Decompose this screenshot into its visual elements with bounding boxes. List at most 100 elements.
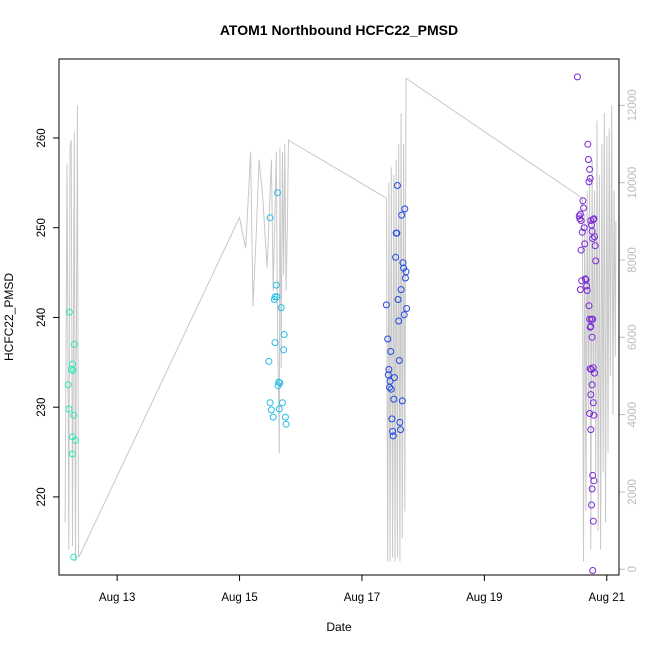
data-point bbox=[384, 335, 392, 343]
data-point bbox=[399, 259, 407, 267]
data-point bbox=[69, 366, 77, 374]
data-point bbox=[583, 287, 591, 294]
data-point bbox=[382, 301, 390, 309]
background-line-series bbox=[64, 77, 617, 562]
data-point bbox=[579, 197, 587, 205]
data-point bbox=[275, 378, 283, 386]
data-point bbox=[280, 346, 288, 354]
y2-tick-label: 6000 bbox=[627, 324, 639, 350]
data-point bbox=[395, 357, 403, 364]
data-point bbox=[403, 305, 411, 312]
data-point bbox=[592, 257, 600, 265]
data-point bbox=[274, 189, 281, 197]
data-point bbox=[390, 395, 398, 403]
x-axis-label: Date bbox=[326, 620, 352, 634]
series-2 bbox=[265, 189, 290, 428]
data-point bbox=[583, 282, 591, 290]
data-point bbox=[387, 385, 395, 393]
data-point bbox=[577, 217, 585, 224]
data-point bbox=[577, 246, 585, 254]
data-point bbox=[65, 308, 73, 316]
data-point bbox=[590, 411, 598, 419]
x-axis: Aug 13 Aug 15 Aug 17 Aug 19 Aug 21 bbox=[99, 575, 625, 604]
data-point bbox=[586, 174, 594, 182]
data-point bbox=[386, 377, 394, 385]
data-point bbox=[64, 381, 72, 389]
data-point bbox=[393, 182, 401, 189]
data-point bbox=[281, 413, 289, 421]
data-point bbox=[272, 281, 280, 289]
data-point bbox=[265, 357, 273, 365]
series-4 bbox=[573, 73, 600, 574]
data-point bbox=[400, 264, 408, 272]
data-point bbox=[588, 501, 595, 509]
data-point bbox=[586, 165, 594, 173]
data-point bbox=[584, 140, 592, 148]
data-point bbox=[580, 224, 588, 232]
y2-tick-label: 4000 bbox=[627, 402, 639, 428]
data-point bbox=[271, 293, 279, 301]
y2-tick-label: 2000 bbox=[627, 479, 639, 505]
data-point bbox=[394, 296, 402, 303]
data-point bbox=[393, 229, 401, 237]
plot-frame bbox=[58, 58, 620, 576]
data-point bbox=[269, 413, 277, 421]
data-point bbox=[573, 73, 581, 81]
data-point bbox=[398, 397, 406, 405]
series-3 bbox=[382, 182, 411, 440]
data-point bbox=[389, 427, 397, 435]
data-point bbox=[585, 302, 593, 310]
y2-tick-label: 0 bbox=[627, 566, 639, 572]
data-point bbox=[588, 485, 596, 493]
y-tick-label: 250 bbox=[36, 218, 48, 237]
chart-title: ATOM1 Northbound HCFC22_PMSD bbox=[220, 22, 458, 38]
data-point bbox=[576, 215, 584, 223]
y2-tick-label: 12000 bbox=[627, 89, 639, 121]
data-point bbox=[584, 156, 592, 163]
background-line bbox=[64, 77, 617, 562]
data-point bbox=[70, 340, 78, 348]
data-point bbox=[590, 477, 598, 485]
data-point bbox=[586, 410, 594, 417]
data-point bbox=[578, 277, 586, 285]
data-point bbox=[280, 331, 288, 338]
x-tick-label: Aug 19 bbox=[466, 592, 502, 604]
y-axis-right: 0 2000 4000 6000 8000 10000 12000 bbox=[619, 89, 639, 572]
y2-tick-label: 8000 bbox=[627, 247, 639, 273]
data-point bbox=[70, 411, 78, 419]
data-point bbox=[397, 286, 405, 294]
data-point bbox=[398, 211, 406, 219]
x-tick-label: Aug 17 bbox=[344, 592, 380, 604]
x-tick-label: Aug 15 bbox=[221, 592, 257, 604]
data-point bbox=[586, 365, 594, 373]
y2-tick-label: 10000 bbox=[627, 167, 639, 199]
data-point bbox=[69, 450, 76, 458]
data-point bbox=[276, 379, 284, 387]
data-point bbox=[580, 204, 587, 212]
data-point bbox=[588, 333, 596, 341]
data-point bbox=[267, 406, 275, 414]
data-point bbox=[587, 426, 595, 434]
data-point bbox=[65, 405, 73, 413]
y-tick-label: 260 bbox=[36, 128, 48, 147]
data-point bbox=[396, 418, 404, 426]
data-point bbox=[589, 315, 597, 323]
data-point bbox=[587, 391, 595, 399]
data-point bbox=[266, 399, 274, 407]
data-point bbox=[401, 205, 409, 213]
series-1 bbox=[64, 308, 79, 561]
data-point bbox=[589, 235, 597, 242]
data-point bbox=[389, 432, 397, 440]
data-point bbox=[589, 399, 597, 407]
data-point bbox=[589, 517, 597, 525]
data-point bbox=[390, 374, 398, 382]
data-point bbox=[271, 339, 279, 347]
data-points bbox=[64, 73, 600, 574]
data-point bbox=[590, 215, 598, 223]
data-point bbox=[277, 304, 285, 312]
data-point bbox=[395, 317, 403, 325]
data-point bbox=[384, 371, 392, 379]
data-point bbox=[387, 348, 395, 355]
data-point bbox=[273, 293, 281, 301]
